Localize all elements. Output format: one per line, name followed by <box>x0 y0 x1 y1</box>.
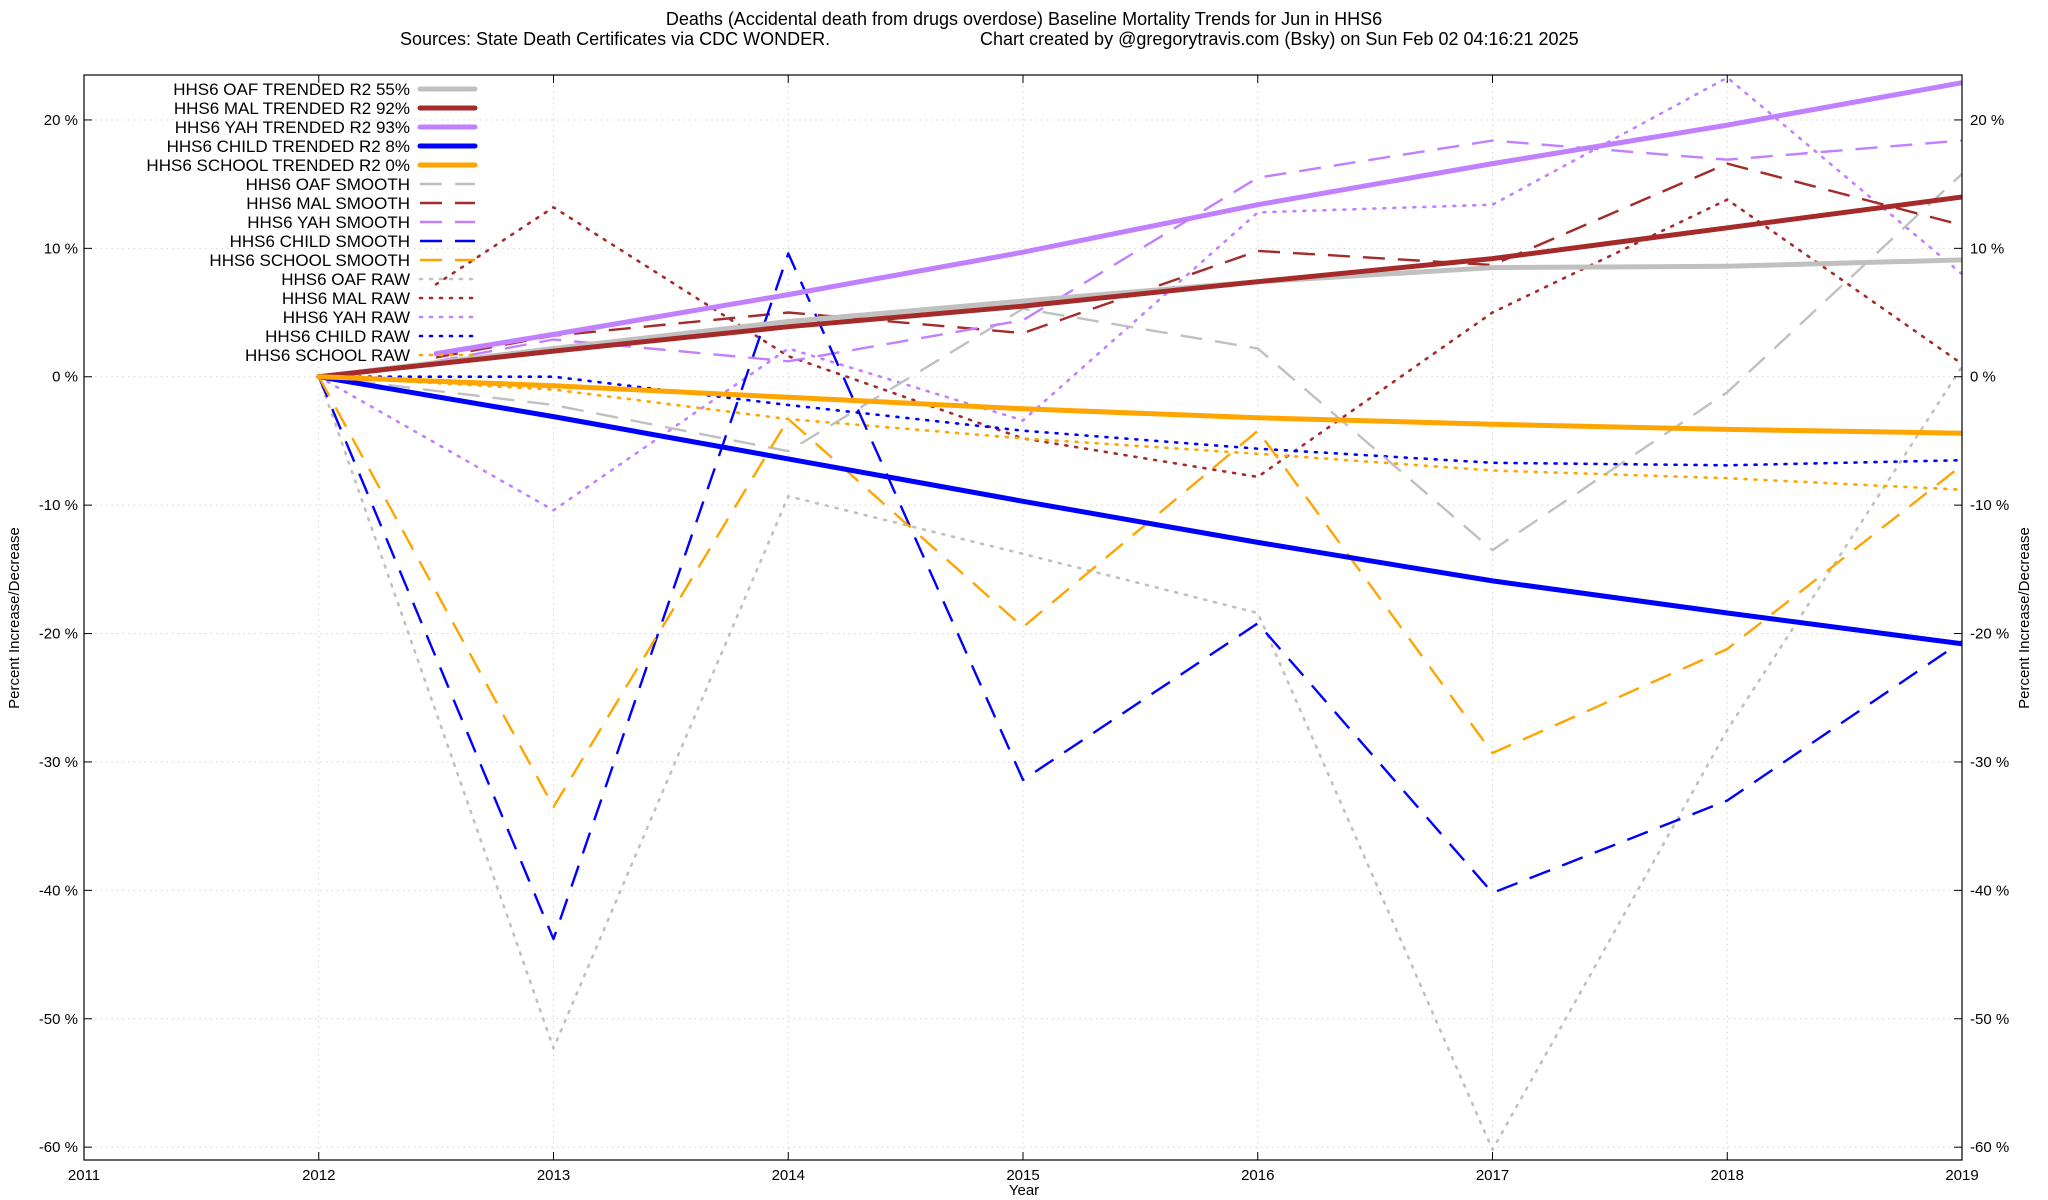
y-tick-label-right: -40 % <box>1970 882 2009 899</box>
y-tick-label-right: 10 % <box>1970 240 2004 257</box>
legend-label: HHS6 OAF TRENDED R2 55% <box>173 80 410 99</box>
x-tick-label: 2016 <box>1241 1167 1274 1184</box>
legend-label: HHS6 YAH TRENDED R2 93% <box>175 118 410 137</box>
legend-label: HHS6 OAF SMOOTH <box>246 175 410 194</box>
series-line-hhs6-child-trended <box>316 374 1962 647</box>
x-tick-label: 2015 <box>1006 1167 1039 1184</box>
legend-label: HHS6 MAL SMOOTH <box>246 194 410 213</box>
legend-label: HHS6 SCHOOL TRENDED R2 0% <box>146 156 410 175</box>
x-axis-label: Year <box>1009 1182 1039 1199</box>
chart-legend: HHS6 OAF TRENDED R2 55%HHS6 MAL TRENDED … <box>146 80 478 365</box>
legend-label: HHS6 YAH SMOOTH <box>247 213 410 232</box>
series-line-hhs6-mal-trended <box>316 194 1962 380</box>
x-tick-label: 2017 <box>1476 1167 1509 1184</box>
y-tick-label-left: -40 % <box>39 882 78 899</box>
chart-subtitle-credit: Chart created by @gregorytravis.com (Bsk… <box>980 29 1579 49</box>
legend-label: HHS6 MAL RAW <box>282 289 410 308</box>
legend-label: HHS6 YAH RAW <box>283 308 410 327</box>
series-line-hhs6-mal-raw <box>434 198 1962 479</box>
y-tick-label-right: -50 % <box>1970 1011 2009 1028</box>
x-tick-label: 2011 <box>68 1167 100 1184</box>
legend-label: HHS6 CHILD SMOOTH <box>230 232 410 251</box>
y-tick-label-right: 20 % <box>1970 112 2004 129</box>
y-tick-label-right: -10 % <box>1970 497 2009 514</box>
y-tick-label-left: -20 % <box>39 626 78 643</box>
y-axis-label-left: Percent Increase/Decrease <box>6 527 23 709</box>
y-tick-label-right: 0 % <box>1970 369 1996 386</box>
chart-title: Deaths (Accidental death from drugs over… <box>666 9 1382 29</box>
y-tick-label-left: -60 % <box>39 1139 78 1156</box>
series-line-hhs6-school-trended <box>316 374 1962 436</box>
y-tick-label-right: -20 % <box>1970 626 2009 643</box>
legend-label: HHS6 MAL TRENDED R2 92% <box>174 99 410 118</box>
y-tick-label-left: 20 % <box>44 112 78 129</box>
series-line-hhs6-oaf-raw <box>317 365 1962 1151</box>
series-line-hhs6-child-smooth <box>317 252 1962 941</box>
legend-label: HHS6 CHILD TRENDED R2 8% <box>167 137 410 156</box>
legend-label: HHS6 SCHOOL RAW <box>245 346 410 365</box>
y-tick-label-left: -30 % <box>39 754 78 771</box>
legend-label: HHS6 SCHOOL SMOOTH <box>209 251 410 270</box>
y-tick-label-left: 10 % <box>44 240 78 257</box>
y-tick-label-right: -30 % <box>1970 754 2009 771</box>
legend-label: HHS6 CHILD RAW <box>265 327 410 346</box>
series-line-hhs6-yah-raw <box>317 76 1962 512</box>
chart-subtitle-sources: Sources: State Death Certificates via CD… <box>400 29 830 49</box>
y-tick-label-left: -10 % <box>39 497 78 514</box>
x-tick-label: 2013 <box>537 1167 570 1184</box>
y-tick-label-left: -50 % <box>39 1011 78 1028</box>
x-tick-label: 2014 <box>772 1167 805 1184</box>
y-axis-label-right: Percent Increase/Decrease <box>2016 527 2033 709</box>
series-line-hhs6-yah-trended <box>433 80 1962 357</box>
tick-layer: 2011 2012 2013 2014 2015 2016 2017 2018 2019 20 %… <box>39 75 2009 1184</box>
legend-label: HHS6 OAF RAW <box>281 270 410 289</box>
series-line-hhs6-oaf-trended <box>316 257 1962 380</box>
x-tick-label: 2019 <box>1945 1167 1978 1184</box>
x-tick-label: 2012 <box>302 1167 335 1184</box>
x-tick-label: 2018 <box>1711 1167 1744 1184</box>
series-layer <box>316 76 1962 1151</box>
series-line-hhs6-school-smooth <box>317 376 1962 809</box>
y-tick-label-left: 0 % <box>52 369 78 386</box>
y-tick-label-right: -60 % <box>1970 1139 2009 1156</box>
